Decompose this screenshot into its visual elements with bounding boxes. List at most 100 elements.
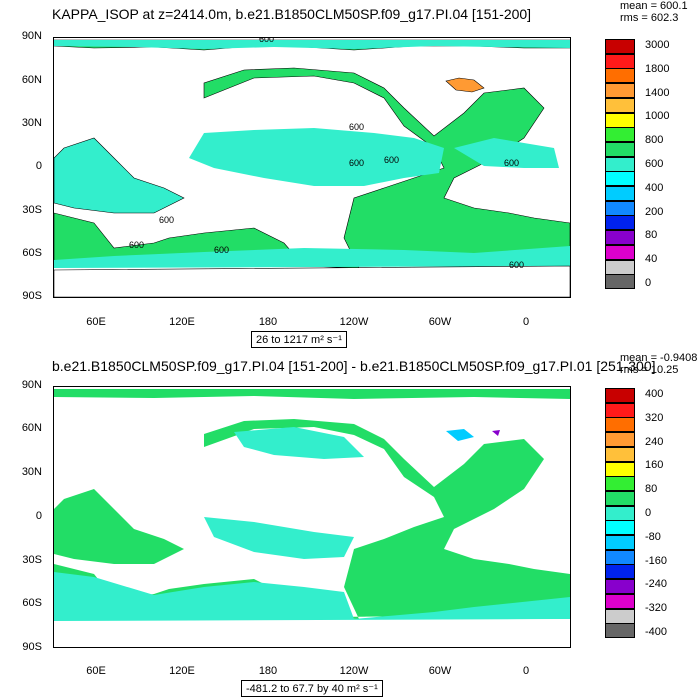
panel2-xtick: 60E (86, 665, 106, 677)
panel2-xtick: 0 (522, 665, 530, 677)
panel1-arctic-cyan (54, 40, 570, 49)
colorbar-swatch (605, 53, 635, 69)
colorbar-swatch (605, 68, 635, 84)
colorbar-label: -240 (645, 578, 668, 591)
panel1-map: 600 600 600 600 600 600 600 600 600 (53, 37, 571, 298)
panel2-ytick: 90N (21, 379, 42, 391)
panel2-map (53, 386, 571, 648)
colorbar-label: 40 (645, 253, 658, 266)
colorbar-swatch (605, 461, 635, 477)
panel2-xtick: 60W (428, 665, 452, 677)
colorbar-swatch (605, 476, 635, 492)
panel2-ytick: 30N (21, 466, 42, 478)
panel1-mean: mean = 600.1 (620, 0, 688, 12)
colorbar-label: 0 (645, 276, 652, 289)
panel2-xtick: 120W (339, 665, 369, 677)
panel2-ytick: 60S (22, 597, 42, 609)
panel2-ocean-green (54, 419, 570, 619)
panel2-rms: rms = 10.25 (620, 364, 679, 376)
panel1-ytick: 30N (21, 117, 42, 129)
panel1-title: KAPPA_ISOP at z=2414.0m, b.e21.B1850CLM5… (52, 6, 532, 22)
panel1-contour-label: 600 (509, 260, 524, 270)
colorbar-swatch (605, 259, 635, 275)
colorbar-swatch (605, 215, 635, 231)
colorbar-swatch (605, 505, 635, 521)
colorbar-swatch (605, 490, 635, 506)
panel1-contour-label: 600 (504, 158, 519, 168)
panel2-xtick: 180 (258, 665, 278, 677)
colorbar-label: 600 (645, 157, 664, 170)
colorbar-swatch (605, 608, 635, 624)
colorbar-swatch (605, 112, 635, 128)
panel2-southern-cyan (54, 572, 570, 621)
panel2-ytick: 30S (22, 554, 42, 566)
panel1-map-svg: 600 600 600 600 600 600 600 600 600 (54, 38, 570, 297)
panel1-xtick: 120W (339, 316, 369, 328)
panel1-rms: rms = 602.3 (620, 12, 679, 24)
colorbar-swatch (605, 83, 635, 99)
colorbar-swatch (605, 432, 635, 448)
colorbar-swatch (605, 274, 635, 290)
colorbar-label: -160 (645, 554, 668, 567)
panel1-southern-cyan (54, 246, 570, 268)
colorbar-label: -80 (645, 530, 661, 543)
panel2-ytick: 90S (22, 641, 42, 653)
panel1-xtick: 60E (86, 316, 106, 328)
panel2-greenland-anomaly (446, 429, 474, 441)
panel1-ytick: 60S (22, 247, 42, 259)
panel1-stats: mean = 600.1 rms = 602.3 (620, 0, 688, 24)
colorbar-swatch (605, 623, 635, 639)
panel1-ytick: 30S (22, 204, 42, 216)
panel2-map-svg (54, 389, 570, 647)
colorbar-label: 400 (645, 181, 664, 194)
colorbar-swatch (605, 156, 635, 172)
panel1-contour-label: 600 (349, 158, 364, 168)
colorbar-swatch (605, 520, 635, 536)
colorbar-swatch (605, 417, 635, 433)
colorbar-label: 3000 (645, 39, 670, 51)
colorbar-swatch (605, 244, 635, 260)
colorbar-label: 240 (645, 435, 664, 448)
panel1-xtick: 0 (522, 316, 530, 328)
colorbar-swatch (605, 200, 635, 216)
panel2-pacific-cyan-north (234, 427, 364, 459)
panel2-antarctica (54, 619, 570, 647)
panel1-xtick: 120E (169, 316, 195, 328)
panel1-contour-label: 600 (259, 38, 274, 44)
colorbar-label: 80 (645, 229, 658, 242)
panel1-atlantic-cyan (454, 138, 559, 168)
colorbar-label: 80 (645, 483, 658, 496)
panel2-pacific-cyan (204, 517, 354, 559)
colorbar-swatch (605, 171, 635, 187)
colorbar-label: 160 (645, 459, 664, 472)
colorbar-swatch (605, 564, 635, 580)
colorbar-swatch (605, 402, 635, 418)
colorbar-swatch (605, 446, 635, 462)
panel1-ytick: 90N (21, 30, 42, 42)
colorbar-label: -400 (645, 625, 668, 638)
colorbar-swatch (605, 97, 635, 113)
panel1-pacific-cyan (189, 128, 444, 186)
panel1-ytick: 60N (21, 74, 42, 86)
colorbar-label: 200 (645, 205, 664, 218)
panel1-range-label: 26 to 1217 m² s⁻¹ (251, 331, 347, 348)
colorbar-label: 800 (645, 134, 664, 147)
panel1-xtick: 180 (258, 316, 278, 328)
colorbar-label: 1000 (645, 110, 670, 123)
panel1-contour-label: 600 (384, 155, 399, 165)
panel1-ytick: 0 (35, 160, 42, 172)
panel1-contour-label: 600 (214, 245, 229, 255)
panel2-mean: mean = -0.9408 (620, 352, 698, 364)
colorbar-label: 1400 (645, 86, 670, 99)
colorbar-swatch (605, 535, 635, 550)
colorbar-swatch (605, 127, 635, 143)
colorbar-label: 1800 (645, 62, 670, 75)
panel2-title: b.e21.B1850CLM50SP.f09_g17.PI.04 [151-20… (52, 358, 656, 374)
colorbar-swatch (605, 141, 635, 157)
colorbar-swatch (605, 579, 635, 595)
colorbar-swatch (605, 186, 635, 201)
colorbar-swatch (605, 388, 635, 403)
colorbar-label: 0 (645, 506, 652, 519)
panel2-greenland-anomaly-purple (492, 430, 500, 436)
panel2-range-label: -481.2 to 67.7 by 40 m² s⁻¹ (241, 680, 383, 697)
